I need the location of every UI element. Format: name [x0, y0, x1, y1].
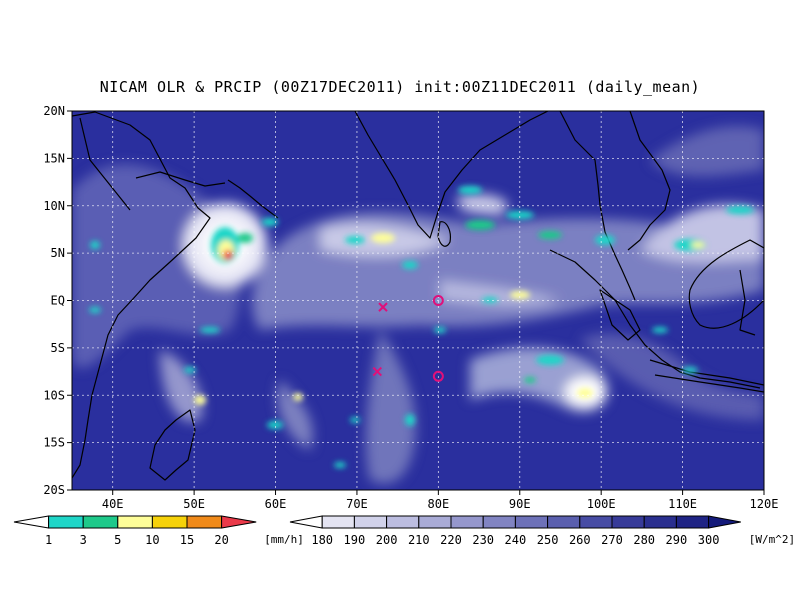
lon-tick-label: 70E	[346, 497, 368, 511]
colorbar-unit: [mm/h]	[264, 533, 304, 546]
colorbar-segment	[186, 515, 223, 529]
lat-tick-label: EQ	[51, 294, 65, 308]
colorbar-label: 290	[666, 533, 688, 547]
lat-tick-label: 20N	[43, 104, 65, 118]
colorbar-segment	[675, 515, 710, 529]
lat-tick-label: 15N	[43, 151, 65, 165]
colorbar-label: 15	[180, 533, 194, 547]
cross-marker	[378, 302, 388, 312]
lon-tick-label: 80E	[428, 497, 450, 511]
colorbar-label: 180	[311, 533, 333, 547]
coastlines	[72, 111, 764, 481]
colorbar-segment	[82, 515, 119, 529]
colorbar-label: 5	[114, 533, 121, 547]
colorbar-label: 210	[408, 533, 430, 547]
colorbar-segment	[151, 515, 188, 529]
colorbar-segment	[579, 515, 613, 529]
colorbar-left-arrow	[289, 515, 323, 529]
colorbar-right-arrow	[221, 515, 257, 529]
colorbar-segment	[48, 515, 84, 529]
colorbar-segment	[418, 515, 452, 529]
lon-tick-label: 40E	[102, 497, 124, 511]
colorbar-segment	[482, 515, 516, 529]
colorbar-segment	[611, 515, 645, 529]
markers	[372, 295, 444, 382]
lat-tick-label: 5S	[51, 341, 65, 355]
colorbar-segment	[321, 515, 355, 529]
circle-marker	[432, 370, 444, 382]
gridlines	[72, 111, 764, 490]
colorbar-segment	[450, 515, 484, 529]
colorbar-label: 200	[376, 533, 398, 547]
precip-colorbar: 1 3 5 10 15 20 [mm/h]	[13, 515, 304, 547]
lat-tick-label: 20S	[43, 483, 65, 497]
colorbar-label: 220	[440, 533, 462, 547]
colorbar-label: 190	[344, 533, 366, 547]
colorbar-segment	[386, 515, 420, 529]
lon-tick-label: 100E	[587, 497, 616, 511]
olr-colorbar: 180 190 200 210 220 230 240 250 260 270 280 290 300 […	[289, 515, 795, 547]
colorbar-segment	[353, 515, 388, 529]
colorbar-unit: [W/m^2]	[749, 533, 795, 546]
colorbar-label: 250	[537, 533, 559, 547]
cross-marker	[372, 366, 383, 377]
lat-tick-label: 10N	[43, 199, 65, 213]
colorbar-label: 10	[145, 533, 159, 547]
colorbar-segment	[514, 515, 549, 529]
colorbar-label: 3	[80, 533, 87, 547]
colorbar-label: 280	[633, 533, 655, 547]
colorbar-label: 20	[214, 533, 228, 547]
circle-marker	[432, 295, 444, 306]
lon-tick-label: 60E	[265, 497, 287, 511]
colorbar-label: 240	[505, 533, 527, 547]
lon-tick-label: 110E	[668, 497, 697, 511]
colorbar-label: 260	[569, 533, 591, 547]
lat-tick-label: 5N	[51, 246, 65, 260]
lat-tick-label: 10S	[43, 388, 65, 402]
lat-tick-label: 15S	[43, 436, 65, 450]
map-title: NICAM OLR & PRCIP (00Z17DEC2011) init:00…	[99, 78, 701, 96]
colorbar-label: 1	[45, 533, 52, 547]
lon-tick-label: 50E	[183, 497, 205, 511]
colorbar-label: 300	[698, 533, 720, 547]
colorbar-right-arrow	[708, 515, 741, 529]
map-axes: 40E 50E 60E 70E 80E 90E 100E 110E 120E 20N 15N 10N 5…	[43, 104, 778, 511]
colorbar-left-arrow	[13, 515, 50, 529]
lon-tick-label: 90E	[509, 497, 531, 511]
lon-tick-label: 120E	[750, 497, 779, 511]
colorbar-segment	[117, 515, 153, 529]
colorbar-segment	[547, 515, 581, 529]
colorbar-label: 270	[601, 533, 623, 547]
colorbar-label: 230	[472, 533, 494, 547]
colorbar-segment	[643, 515, 677, 529]
map-field	[72, 111, 764, 490]
